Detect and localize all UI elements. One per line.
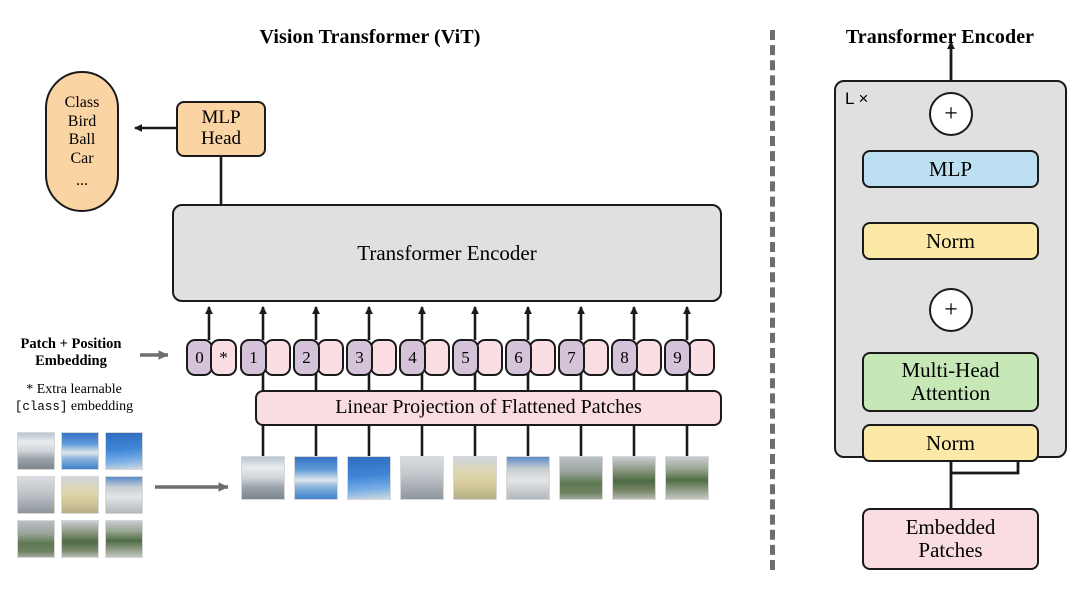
- norm-bottom-label: Norm: [926, 430, 975, 455]
- token-pos-2: [317, 339, 344, 376]
- token-index-4: 4: [399, 339, 426, 376]
- token-2: 2: [293, 339, 344, 376]
- token-pos-8: [635, 339, 662, 376]
- plus-icon-mid: +: [944, 297, 958, 323]
- flat-patch-1: [241, 456, 285, 500]
- footnote-line2: [class] embedding: [4, 399, 144, 416]
- patch-position-line2: Embedding: [35, 352, 107, 369]
- token-index-6: 6: [505, 339, 532, 376]
- plus-icon-top: +: [944, 101, 958, 127]
- token-1: 1: [240, 339, 291, 376]
- flat-patch-2: [294, 456, 338, 500]
- token-index-2: 2: [293, 339, 320, 376]
- flat-patch-6: [506, 456, 550, 500]
- transformer-encoder-label: Transformer Encoder: [357, 240, 537, 265]
- mlp-block: MLP: [862, 150, 1039, 188]
- flat-patch-8: [612, 456, 656, 500]
- class-token-footnote: * Extra learnable [class] embedding: [4, 382, 144, 416]
- source-patch-3: [17, 476, 55, 514]
- token-class-star: *: [210, 339, 237, 376]
- norm-top-label: Norm: [926, 228, 975, 253]
- flattened-patch-row: [241, 456, 709, 500]
- panel-divider: [770, 30, 775, 570]
- mlp-head-line1: MLP: [201, 107, 241, 129]
- token-8: 8: [611, 339, 662, 376]
- flat-patch-4: [400, 456, 444, 500]
- vit-title: Vision Transformer (ViT): [259, 26, 481, 48]
- class-item-ellipsis: ...: [76, 172, 88, 190]
- token-index-9: 9: [664, 339, 691, 376]
- token-3: 3: [346, 339, 397, 376]
- token-pos-9: [688, 339, 715, 376]
- mlp-head-line2: Head: [200, 128, 242, 149]
- class-item-bird: Bird: [67, 112, 97, 130]
- source-patch-0: [17, 432, 55, 470]
- token-index-0: 0: [186, 339, 213, 376]
- residual-add-mid: +: [929, 288, 973, 332]
- token-pos-7: [582, 339, 609, 376]
- encoder-title: Transformer Encoder: [845, 26, 1035, 48]
- token-index-1: 1: [240, 339, 267, 376]
- footnote-line1: * Extra learnable: [26, 382, 122, 397]
- class-item-ball: Ball: [68, 131, 96, 149]
- attention-line2: Attention: [910, 381, 991, 405]
- token-6: 6: [505, 339, 556, 376]
- token-pos-5: [476, 339, 503, 376]
- token-pos-1: [264, 339, 291, 376]
- footnote-line2-tail: embedding: [67, 398, 134, 414]
- token-pos-4: [423, 339, 450, 376]
- norm-block-top: Norm: [862, 222, 1039, 260]
- source-image-patch-grid: [17, 432, 143, 558]
- class-item-car: Car: [70, 149, 94, 167]
- flat-patch-3: [347, 456, 391, 500]
- embedded-patches-block: Embedded Patches: [862, 508, 1039, 570]
- patch-position-embedding-label: Patch + Position Embedding: [4, 336, 138, 369]
- token-pos-3: [370, 339, 397, 376]
- flat-patch-5: [453, 456, 497, 500]
- transformer-encoder-block: Transformer Encoder: [172, 204, 722, 302]
- source-patch-5: [105, 476, 143, 514]
- token-5: 5: [452, 339, 503, 376]
- class-label: Class: [64, 94, 100, 112]
- source-patch-1: [61, 432, 99, 470]
- source-patch-8: [105, 520, 143, 558]
- token-pos-6: [529, 339, 556, 376]
- norm-block-bottom: Norm: [862, 424, 1039, 462]
- source-patch-6: [17, 520, 55, 558]
- class-token-code: [class]: [14, 399, 68, 414]
- attention-line1: Multi-Head: [901, 358, 1000, 383]
- multi-head-attention-block: Multi-Head Attention: [862, 352, 1039, 412]
- linear-projection-block: Linear Projection of Flattened Patches: [255, 390, 722, 426]
- class-output-pill: Class Bird Ball Car ...: [45, 71, 119, 212]
- patch-position-line1: Patch + Position: [20, 336, 122, 352]
- flat-patch-7: [559, 456, 603, 500]
- token-index-5: 5: [452, 339, 479, 376]
- token-index-8: 8: [611, 339, 638, 376]
- mlp-label: MLP: [928, 156, 973, 181]
- source-patch-7: [61, 520, 99, 558]
- source-patch-2: [105, 432, 143, 470]
- flat-patch-9: [665, 456, 709, 500]
- mlp-head-block: MLP Head: [176, 101, 266, 157]
- source-patch-4: [61, 476, 99, 514]
- token-9: 9: [664, 339, 715, 376]
- linear-projection-label: Linear Projection of Flattened Patches: [335, 396, 642, 419]
- token-0: 0 *: [186, 339, 237, 376]
- token-4: 4: [399, 339, 450, 376]
- token-index-3: 3: [346, 339, 373, 376]
- embedded-line1: Embedded: [905, 515, 996, 540]
- token-7: 7: [558, 339, 609, 376]
- residual-add-top: +: [929, 92, 973, 136]
- repeat-count-label: L ×: [845, 89, 869, 108]
- token-index-7: 7: [558, 339, 585, 376]
- embedded-line2: Patches: [918, 538, 983, 562]
